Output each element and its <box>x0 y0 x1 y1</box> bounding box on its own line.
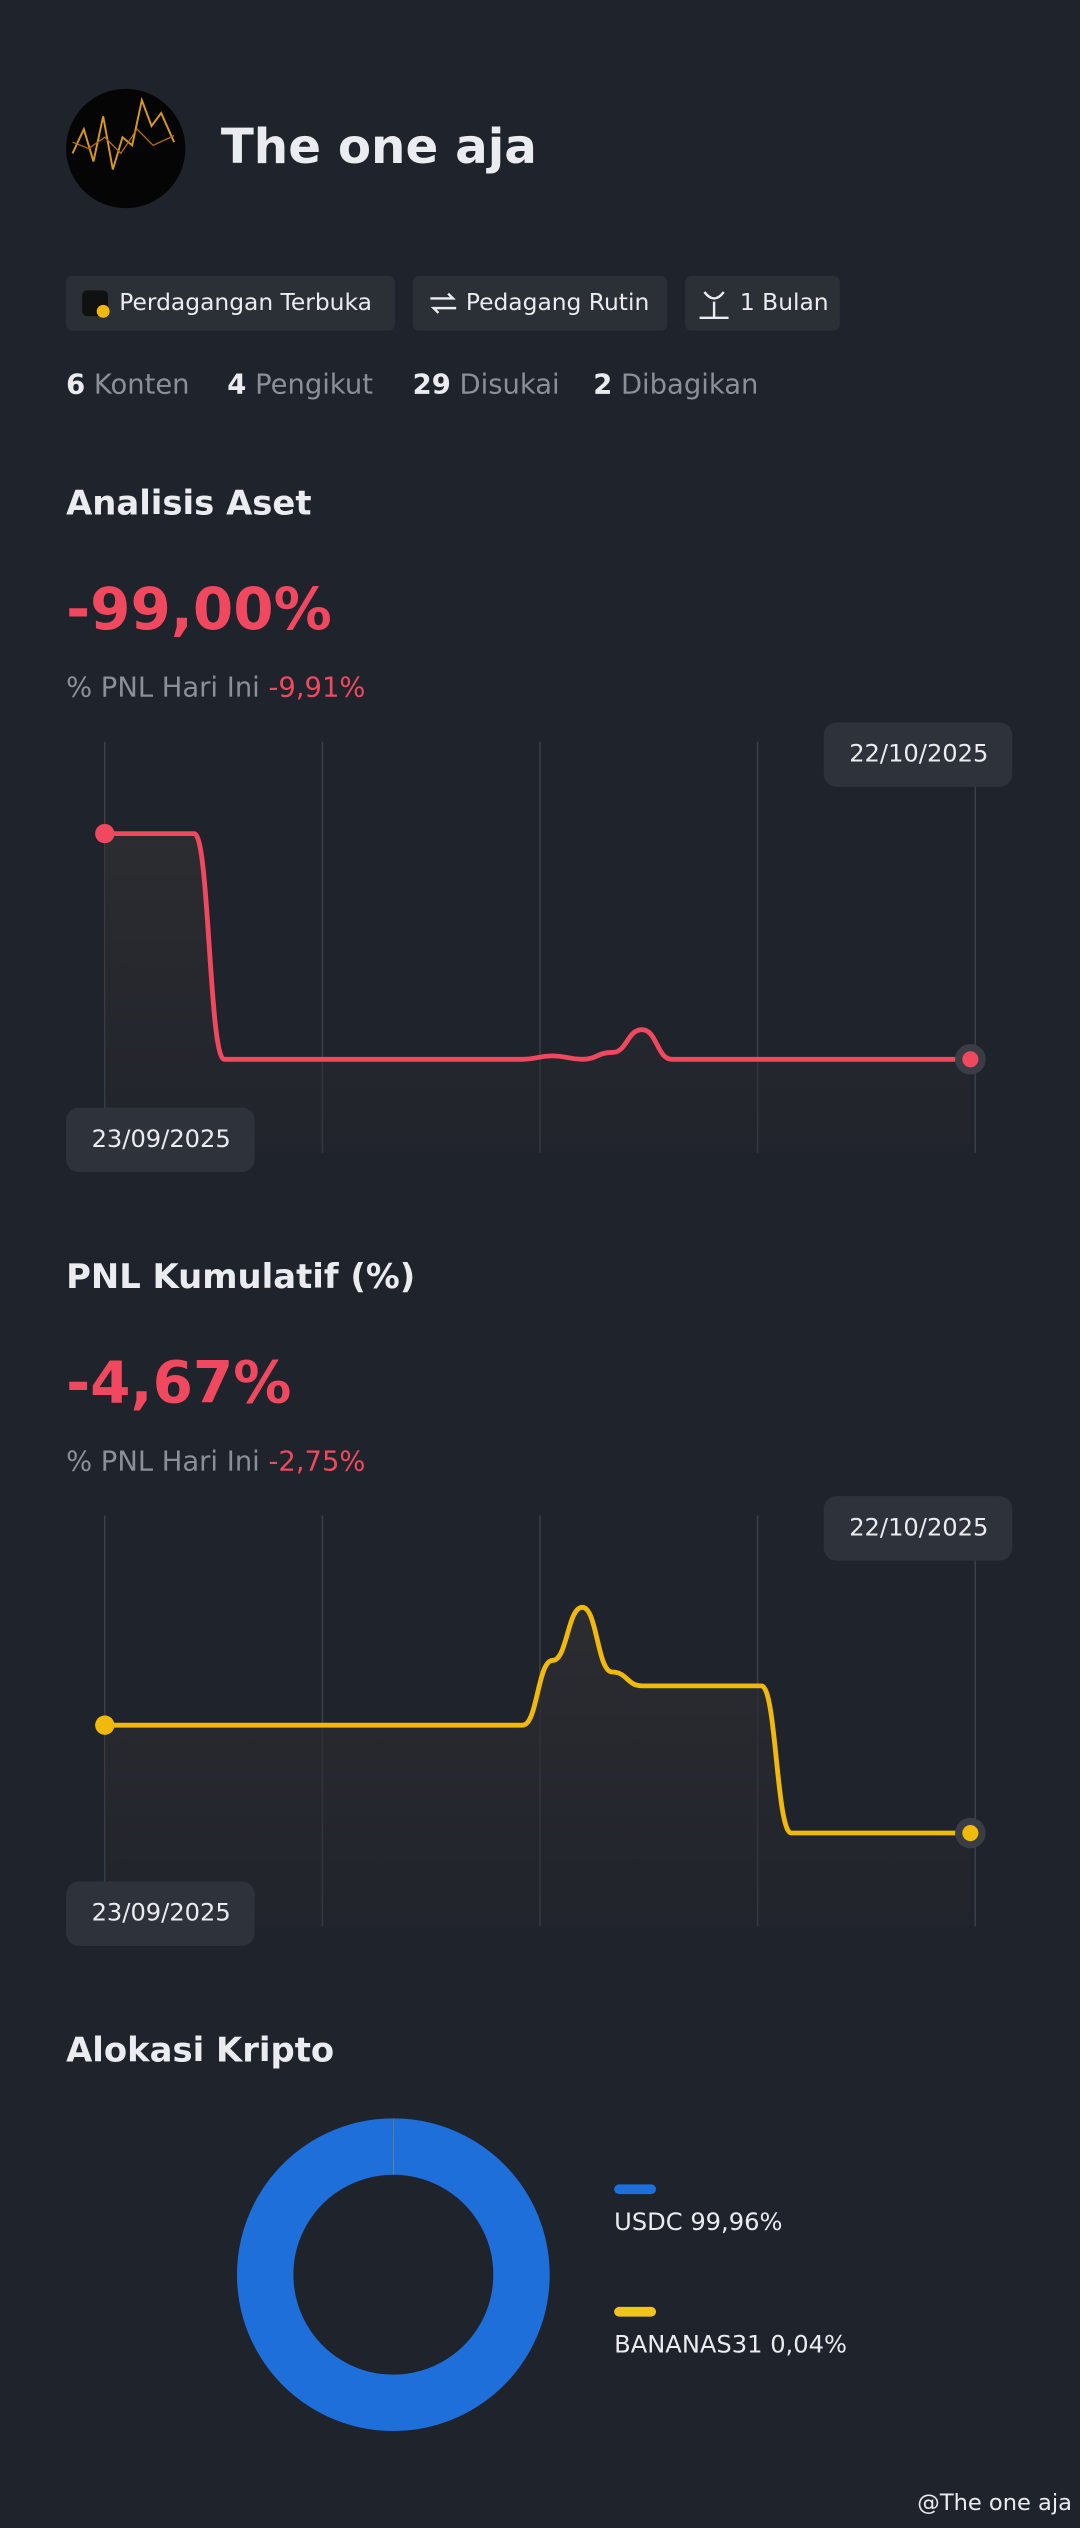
today-value: -2,75% <box>269 1446 366 1477</box>
today-value: -9,91% <box>269 672 366 703</box>
line <box>104 831 971 1062</box>
date-label: 23/09/2025 <box>92 1125 231 1153</box>
stat: 2 Dibagikan <box>593 369 758 400</box>
section-title: PNL Kumulatif (%) <box>66 1257 415 1296</box>
badge: Pedagang Rutin <box>466 288 649 316</box>
today-pnl: % PNL Hari Ini -2,75% <box>66 1446 365 1477</box>
stat-label: Pengikut <box>255 369 373 400</box>
stats: 6 Konten 4 Pengikut 29 Disukai 2 Dibagik… <box>66 369 758 400</box>
stat: 29 Disukai <box>413 369 560 400</box>
badge: 1 Bulan <box>740 288 829 316</box>
end-dot <box>962 1051 979 1068</box>
date-label: 22/10/2025 <box>849 740 988 768</box>
headline-value: -4,67% <box>66 1349 291 1417</box>
stat: 6 Konten <box>66 369 189 400</box>
watermark: @The one aja <box>917 2490 1072 2516</box>
date-badge <box>823 722 1013 787</box>
today-label: % PNL Hari Ini <box>66 672 260 703</box>
start-dot <box>95 823 115 844</box>
date-badge <box>66 1881 255 1946</box>
donut-segment <box>236 2118 550 2432</box>
date-badge <box>823 1496 1013 1561</box>
date-label: 22/10/2025 <box>849 1513 988 1541</box>
stat: 4 Pengikut <box>227 369 373 400</box>
legend-swatch <box>614 2306 657 2317</box>
line <box>104 1604 971 1836</box>
today-label: % PNL Hari Ini <box>66 1446 260 1477</box>
section-title: Alokasi Kripto <box>66 2031 334 2070</box>
legend-name: BANANAS31 <box>614 2331 762 2359</box>
legend-name: USDC <box>614 2208 682 2236</box>
today-pnl: % PNL Hari Ini -9,91% <box>66 672 365 703</box>
legend-value: 0,04% <box>770 2331 847 2359</box>
stat-value: 4 <box>227 369 246 400</box>
profile-name: The one aja <box>221 119 537 175</box>
legend-entry: BANANAS31 0,04% <box>614 2331 847 2359</box>
stat-label: Disukai <box>460 369 560 400</box>
avatar <box>66 88 186 209</box>
legend-value: 99,96% <box>690 2208 782 2236</box>
legend-swatch <box>614 2184 657 2195</box>
end-dot <box>962 1824 979 1842</box>
stat-value: 6 <box>66 369 85 400</box>
area <box>104 833 971 1153</box>
stat-value: 29 <box>413 369 451 400</box>
stat-value: 2 <box>593 369 612 400</box>
start-dot <box>95 1715 115 1735</box>
section-title: Analisis Aset <box>66 483 311 522</box>
legend-entry: USDC 99,96% <box>614 2208 782 2236</box>
date-label: 23/09/2025 <box>92 1899 231 1927</box>
stat-label: Konten <box>94 369 190 400</box>
badge: Perdagangan Terbuka <box>119 288 372 316</box>
stat-label: Dibagikan <box>621 369 758 400</box>
badges: Perdagangan Terbuka Pedagang Rutin 1 Bul… <box>66 275 840 331</box>
date-badge <box>66 1107 255 1173</box>
headline-value: -99,00% <box>66 575 332 643</box>
